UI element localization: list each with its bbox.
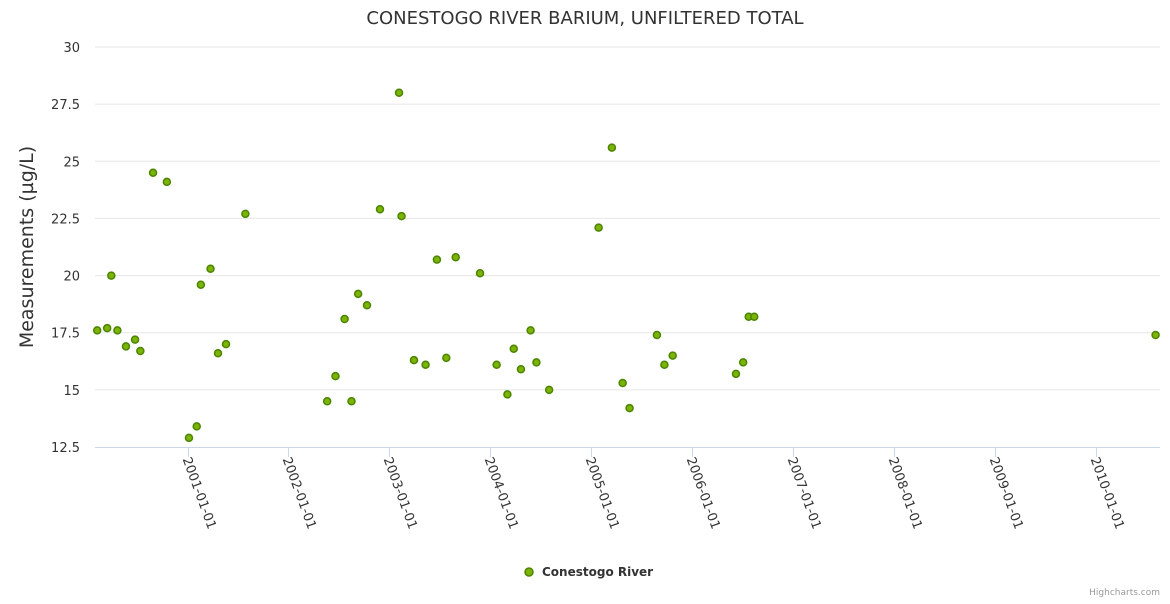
x-tick-label: 2001-01-01	[179, 455, 219, 531]
x-tick-label: 2007-01-01	[784, 455, 824, 531]
data-point[interactable]	[92, 326, 102, 335]
data-point[interactable]	[102, 323, 112, 333]
y-tick-label: 20	[63, 270, 80, 285]
data-point[interactable]	[738, 358, 748, 367]
data-point[interactable]	[451, 253, 460, 262]
data-point[interactable]	[660, 360, 669, 369]
y-tick-label: 15	[63, 384, 80, 399]
data-point[interactable]	[509, 344, 519, 353]
data-point[interactable]	[668, 351, 677, 360]
data-points	[92, 88, 1160, 443]
data-point[interactable]	[241, 209, 250, 219]
data-point[interactable]	[192, 422, 201, 431]
data-point[interactable]	[409, 355, 419, 365]
y-tick-label: 22.5	[51, 212, 80, 227]
y-axis-ticks: 12.5 15 17.5 20 22.5 25 27.5 30	[51, 41, 80, 456]
y-tick-label: 30	[63, 41, 80, 56]
data-point[interactable]	[749, 312, 759, 321]
data-point[interactable]	[148, 168, 158, 177]
x-tick-label: 2009-01-01	[986, 455, 1026, 531]
data-point[interactable]	[475, 269, 485, 278]
data-point[interactable]	[206, 264, 215, 273]
data-point[interactable]	[432, 255, 442, 264]
x-tick-label: 2010-01-01	[1087, 455, 1127, 531]
data-point[interactable]	[421, 360, 430, 369]
data-point[interactable]	[503, 390, 512, 399]
data-point[interactable]	[162, 177, 172, 187]
data-point[interactable]	[353, 289, 363, 299]
data-point[interactable]	[196, 280, 206, 289]
legend-marker-icon	[524, 567, 534, 577]
legend-label[interactable]: Conestogo River	[542, 565, 653, 579]
y-tick-label: 27.5	[51, 98, 80, 113]
data-point[interactable]	[184, 433, 194, 443]
data-point[interactable]	[213, 349, 223, 358]
data-point[interactable]	[397, 211, 406, 221]
chart-title: CONESTOGO RIVER BARIUM, UNFILTERED TOTAL	[366, 8, 803, 29]
data-point[interactable]	[221, 339, 231, 349]
x-tick-label: 2006-01-01	[683, 455, 723, 531]
data-point[interactable]	[121, 342, 131, 351]
data-point[interactable]	[113, 326, 122, 335]
data-point[interactable]	[394, 88, 404, 97]
data-point[interactable]	[607, 143, 617, 152]
data-point[interactable]	[136, 346, 145, 356]
y-tick-label: 25	[63, 155, 80, 170]
data-point[interactable]	[544, 385, 554, 395]
data-point[interactable]	[340, 314, 349, 324]
x-tick-label: 2008-01-01	[885, 455, 925, 531]
grid-lines	[95, 46, 1160, 391]
x-tick-label: 2003-01-01	[380, 455, 420, 531]
data-point[interactable]	[331, 371, 340, 381]
data-point[interactable]	[516, 365, 526, 374]
x-axis: 2001-01-01 2002-01-01 2003-01-01 2004-01-01…	[95, 447, 1160, 531]
y-tick-label: 12.5	[51, 441, 80, 456]
data-point[interactable]	[618, 378, 627, 388]
data-point[interactable]	[652, 330, 662, 340]
data-point[interactable]	[1151, 330, 1160, 340]
y-axis-label: Measurements (µg/L)	[16, 146, 38, 348]
data-point[interactable]	[492, 360, 501, 369]
data-point[interactable]	[594, 223, 603, 232]
x-tick-label: 2002-01-01	[279, 455, 319, 531]
credits-link[interactable]: Highcharts.com	[1089, 588, 1160, 598]
data-point[interactable]	[362, 301, 372, 310]
y-tick-label: 17.5	[51, 327, 80, 342]
x-tick-label: 2004-01-01	[481, 455, 521, 531]
data-point[interactable]	[322, 397, 332, 406]
data-point[interactable]	[130, 335, 140, 344]
data-point[interactable]	[532, 358, 541, 367]
data-point[interactable]	[731, 369, 741, 379]
data-point[interactable]	[526, 326, 535, 335]
data-point[interactable]	[107, 271, 116, 280]
data-point[interactable]	[625, 403, 634, 413]
data-point[interactable]	[347, 397, 356, 406]
x-tick-label: 2005-01-01	[582, 455, 622, 531]
legend[interactable]: Conestogo River	[524, 565, 653, 579]
data-point[interactable]	[442, 353, 451, 363]
data-point[interactable]	[375, 205, 385, 214]
